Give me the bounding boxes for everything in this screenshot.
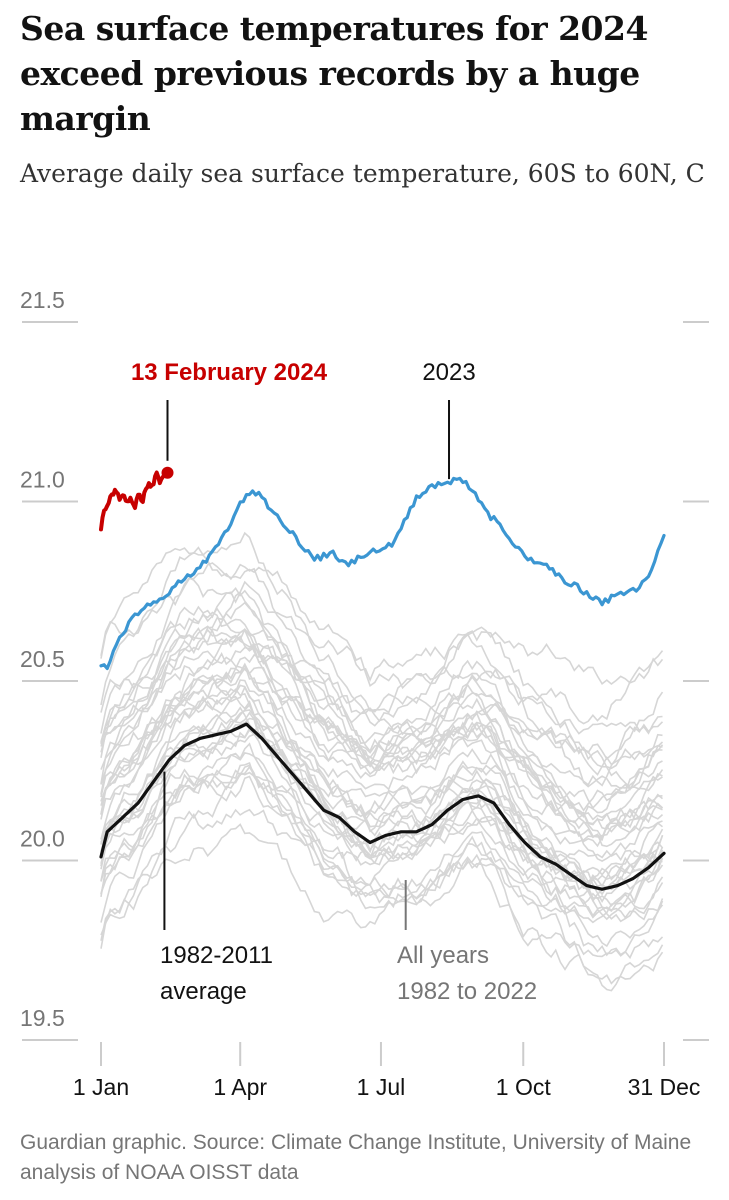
historical-years-lines: [100, 531, 664, 992]
annotation-all-years-line1: All years: [397, 942, 489, 969]
history-line-2000: [100, 688, 663, 883]
annotations: 13 February 2024 2023 1982-2011 average All …: [131, 359, 537, 1005]
history-line-2015: [100, 607, 664, 772]
history-line-1987: [100, 771, 664, 924]
history-line-2003: [100, 685, 664, 825]
history-line-1982: [100, 823, 664, 960]
series-line-2024: [99, 470, 170, 532]
history-line-2016: [100, 625, 663, 767]
annotation-2024: 13 February 2024: [131, 359, 328, 386]
y-tick-label: 20.0: [20, 826, 65, 852]
series-line-1982-2011-average: [99, 722, 666, 891]
x-tick-label: 1 Apr: [213, 1074, 267, 1100]
series-line-2023: [99, 476, 666, 671]
x-tick-label: 1 Oct: [496, 1074, 552, 1100]
history-line-1999: [100, 706, 664, 876]
history-line-1984: [100, 775, 664, 992]
highlight-series: [99, 466, 666, 891]
latest-2024-point: [161, 466, 174, 479]
x-tick-label: 1 Jul: [357, 1074, 406, 1100]
annotation-2023: 2023: [422, 359, 475, 386]
x-tick-label: 31 Dec: [628, 1074, 701, 1100]
history-line-2011: [100, 666, 664, 840]
y-tick-label: 20.5: [20, 646, 65, 672]
y-gridlines: [22, 321, 709, 1041]
annotation-average-line1: 1982-2011: [160, 942, 273, 969]
history-line-1990: [100, 742, 664, 921]
x-axis: 1 Jan 1 Apr 1 Jul 1 Oct 31 Dec: [73, 1042, 701, 1100]
history-line-2009: [100, 629, 663, 779]
annotation-average-line2: average: [160, 978, 247, 1005]
sst-line-chart: 21.5 21.0 20.5 20.0 19.5 1 Jan 1 Apr 1 Jul 1 Oc…: [20, 287, 709, 1100]
history-line-2019: [100, 562, 664, 812]
history-line-2012: [100, 635, 663, 838]
history-line-2006: [100, 654, 663, 863]
chart-subtitle: Average daily sea surface temperature, 6…: [20, 159, 705, 188]
annotation-all-years-line2: 1982 to 2022: [397, 978, 537, 1005]
x-tick-label: 1 Jan: [73, 1074, 129, 1100]
history-line-1988: [100, 764, 664, 923]
history-line-2002: [100, 674, 663, 848]
history-line-2021: [100, 546, 664, 745]
history-line-1989: [100, 765, 664, 921]
source-note: Guardian graphic. Source: Climate Change…: [20, 1131, 692, 1184]
history-line-2018: [100, 580, 663, 791]
y-tick-label: 21.5: [20, 287, 65, 313]
y-tick-label: 19.5: [20, 1005, 65, 1031]
history-line-2017: [100, 630, 664, 791]
y-axis: 21.5 21.0 20.5 20.0 19.5: [20, 287, 65, 1031]
chart-title: Sea surface temperatures for 2024 exceed…: [20, 9, 648, 138]
y-tick-label: 21.0: [20, 467, 65, 493]
history-line-2022: [100, 576, 664, 715]
